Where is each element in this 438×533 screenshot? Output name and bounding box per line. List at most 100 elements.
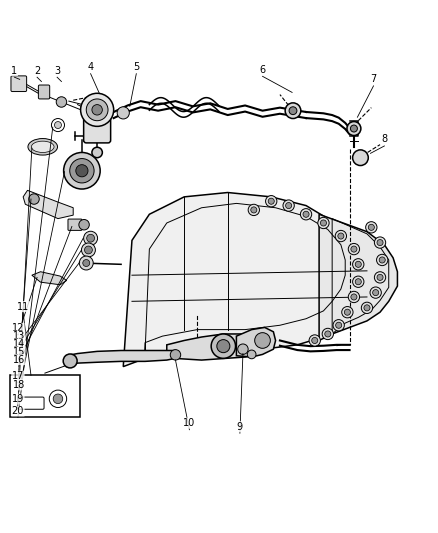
Circle shape <box>238 344 248 354</box>
Polygon shape <box>66 351 178 367</box>
Bar <box>10 375 80 417</box>
Polygon shape <box>167 334 269 360</box>
Circle shape <box>85 246 92 254</box>
Circle shape <box>353 259 364 270</box>
Circle shape <box>303 211 309 217</box>
Circle shape <box>347 122 361 135</box>
Circle shape <box>309 335 321 346</box>
Circle shape <box>289 107 297 115</box>
FancyBboxPatch shape <box>84 111 111 143</box>
Circle shape <box>211 334 236 358</box>
Circle shape <box>374 237 386 248</box>
Text: 10: 10 <box>183 418 195 428</box>
Circle shape <box>364 305 370 311</box>
Circle shape <box>64 152 100 189</box>
FancyBboxPatch shape <box>68 219 82 230</box>
Circle shape <box>377 239 383 246</box>
Circle shape <box>353 276 364 287</box>
Circle shape <box>348 292 360 303</box>
Circle shape <box>344 309 350 315</box>
FancyBboxPatch shape <box>39 85 49 99</box>
FancyBboxPatch shape <box>11 76 27 92</box>
Circle shape <box>56 97 67 107</box>
Circle shape <box>286 203 292 208</box>
Circle shape <box>254 333 270 349</box>
Ellipse shape <box>32 141 54 152</box>
Circle shape <box>81 93 114 126</box>
Text: 7: 7 <box>371 75 377 84</box>
Circle shape <box>322 328 333 340</box>
Text: 19: 19 <box>12 394 24 404</box>
Circle shape <box>76 165 88 177</box>
Circle shape <box>348 244 360 255</box>
Text: 3: 3 <box>54 66 60 76</box>
Circle shape <box>342 306 353 318</box>
Circle shape <box>366 222 377 233</box>
Text: 14: 14 <box>13 339 25 349</box>
Circle shape <box>285 103 301 118</box>
Text: 11: 11 <box>17 302 29 312</box>
Circle shape <box>300 208 312 220</box>
Text: 13: 13 <box>13 331 25 341</box>
Polygon shape <box>23 190 73 219</box>
Circle shape <box>353 150 368 166</box>
Text: 6: 6 <box>259 65 265 75</box>
Circle shape <box>217 340 230 353</box>
Circle shape <box>79 220 89 230</box>
Circle shape <box>321 220 326 226</box>
Circle shape <box>86 99 108 120</box>
Circle shape <box>87 235 95 242</box>
Circle shape <box>247 350 256 359</box>
Circle shape <box>318 217 329 229</box>
Circle shape <box>54 122 61 128</box>
Text: 18: 18 <box>13 380 25 390</box>
Text: 1: 1 <box>11 66 18 76</box>
Text: 20: 20 <box>12 406 24 416</box>
Text: 17: 17 <box>12 371 24 381</box>
Circle shape <box>312 337 318 344</box>
Text: 16: 16 <box>13 354 25 365</box>
Circle shape <box>84 231 98 245</box>
Circle shape <box>333 320 344 331</box>
Circle shape <box>374 272 386 283</box>
Circle shape <box>373 289 379 296</box>
Text: 2: 2 <box>34 66 40 76</box>
Circle shape <box>355 279 361 285</box>
Circle shape <box>351 294 357 300</box>
Text: 15: 15 <box>13 347 25 357</box>
Circle shape <box>335 230 346 241</box>
Text: 4: 4 <box>88 62 94 72</box>
Circle shape <box>268 198 274 204</box>
Circle shape <box>355 261 361 268</box>
Circle shape <box>70 158 94 183</box>
Circle shape <box>338 233 344 239</box>
Circle shape <box>361 302 373 313</box>
Circle shape <box>379 257 385 263</box>
Circle shape <box>170 350 181 360</box>
Circle shape <box>370 287 381 298</box>
Circle shape <box>53 394 63 403</box>
Circle shape <box>248 204 259 215</box>
Ellipse shape <box>28 139 57 155</box>
Text: 12: 12 <box>12 324 24 333</box>
Circle shape <box>377 274 383 280</box>
Circle shape <box>325 331 331 337</box>
Circle shape <box>29 194 39 204</box>
Circle shape <box>351 246 357 252</box>
Circle shape <box>350 125 357 132</box>
Circle shape <box>336 322 342 328</box>
Polygon shape <box>32 272 67 285</box>
Circle shape <box>92 104 102 115</box>
Text: 8: 8 <box>381 134 388 144</box>
Polygon shape <box>123 192 367 367</box>
Circle shape <box>92 147 102 158</box>
Text: 5: 5 <box>133 62 139 72</box>
Circle shape <box>265 196 277 207</box>
Circle shape <box>251 207 257 213</box>
Circle shape <box>283 200 294 211</box>
Circle shape <box>81 243 95 257</box>
Circle shape <box>79 256 93 270</box>
Circle shape <box>117 107 129 119</box>
Polygon shape <box>319 214 397 341</box>
Circle shape <box>63 354 77 368</box>
